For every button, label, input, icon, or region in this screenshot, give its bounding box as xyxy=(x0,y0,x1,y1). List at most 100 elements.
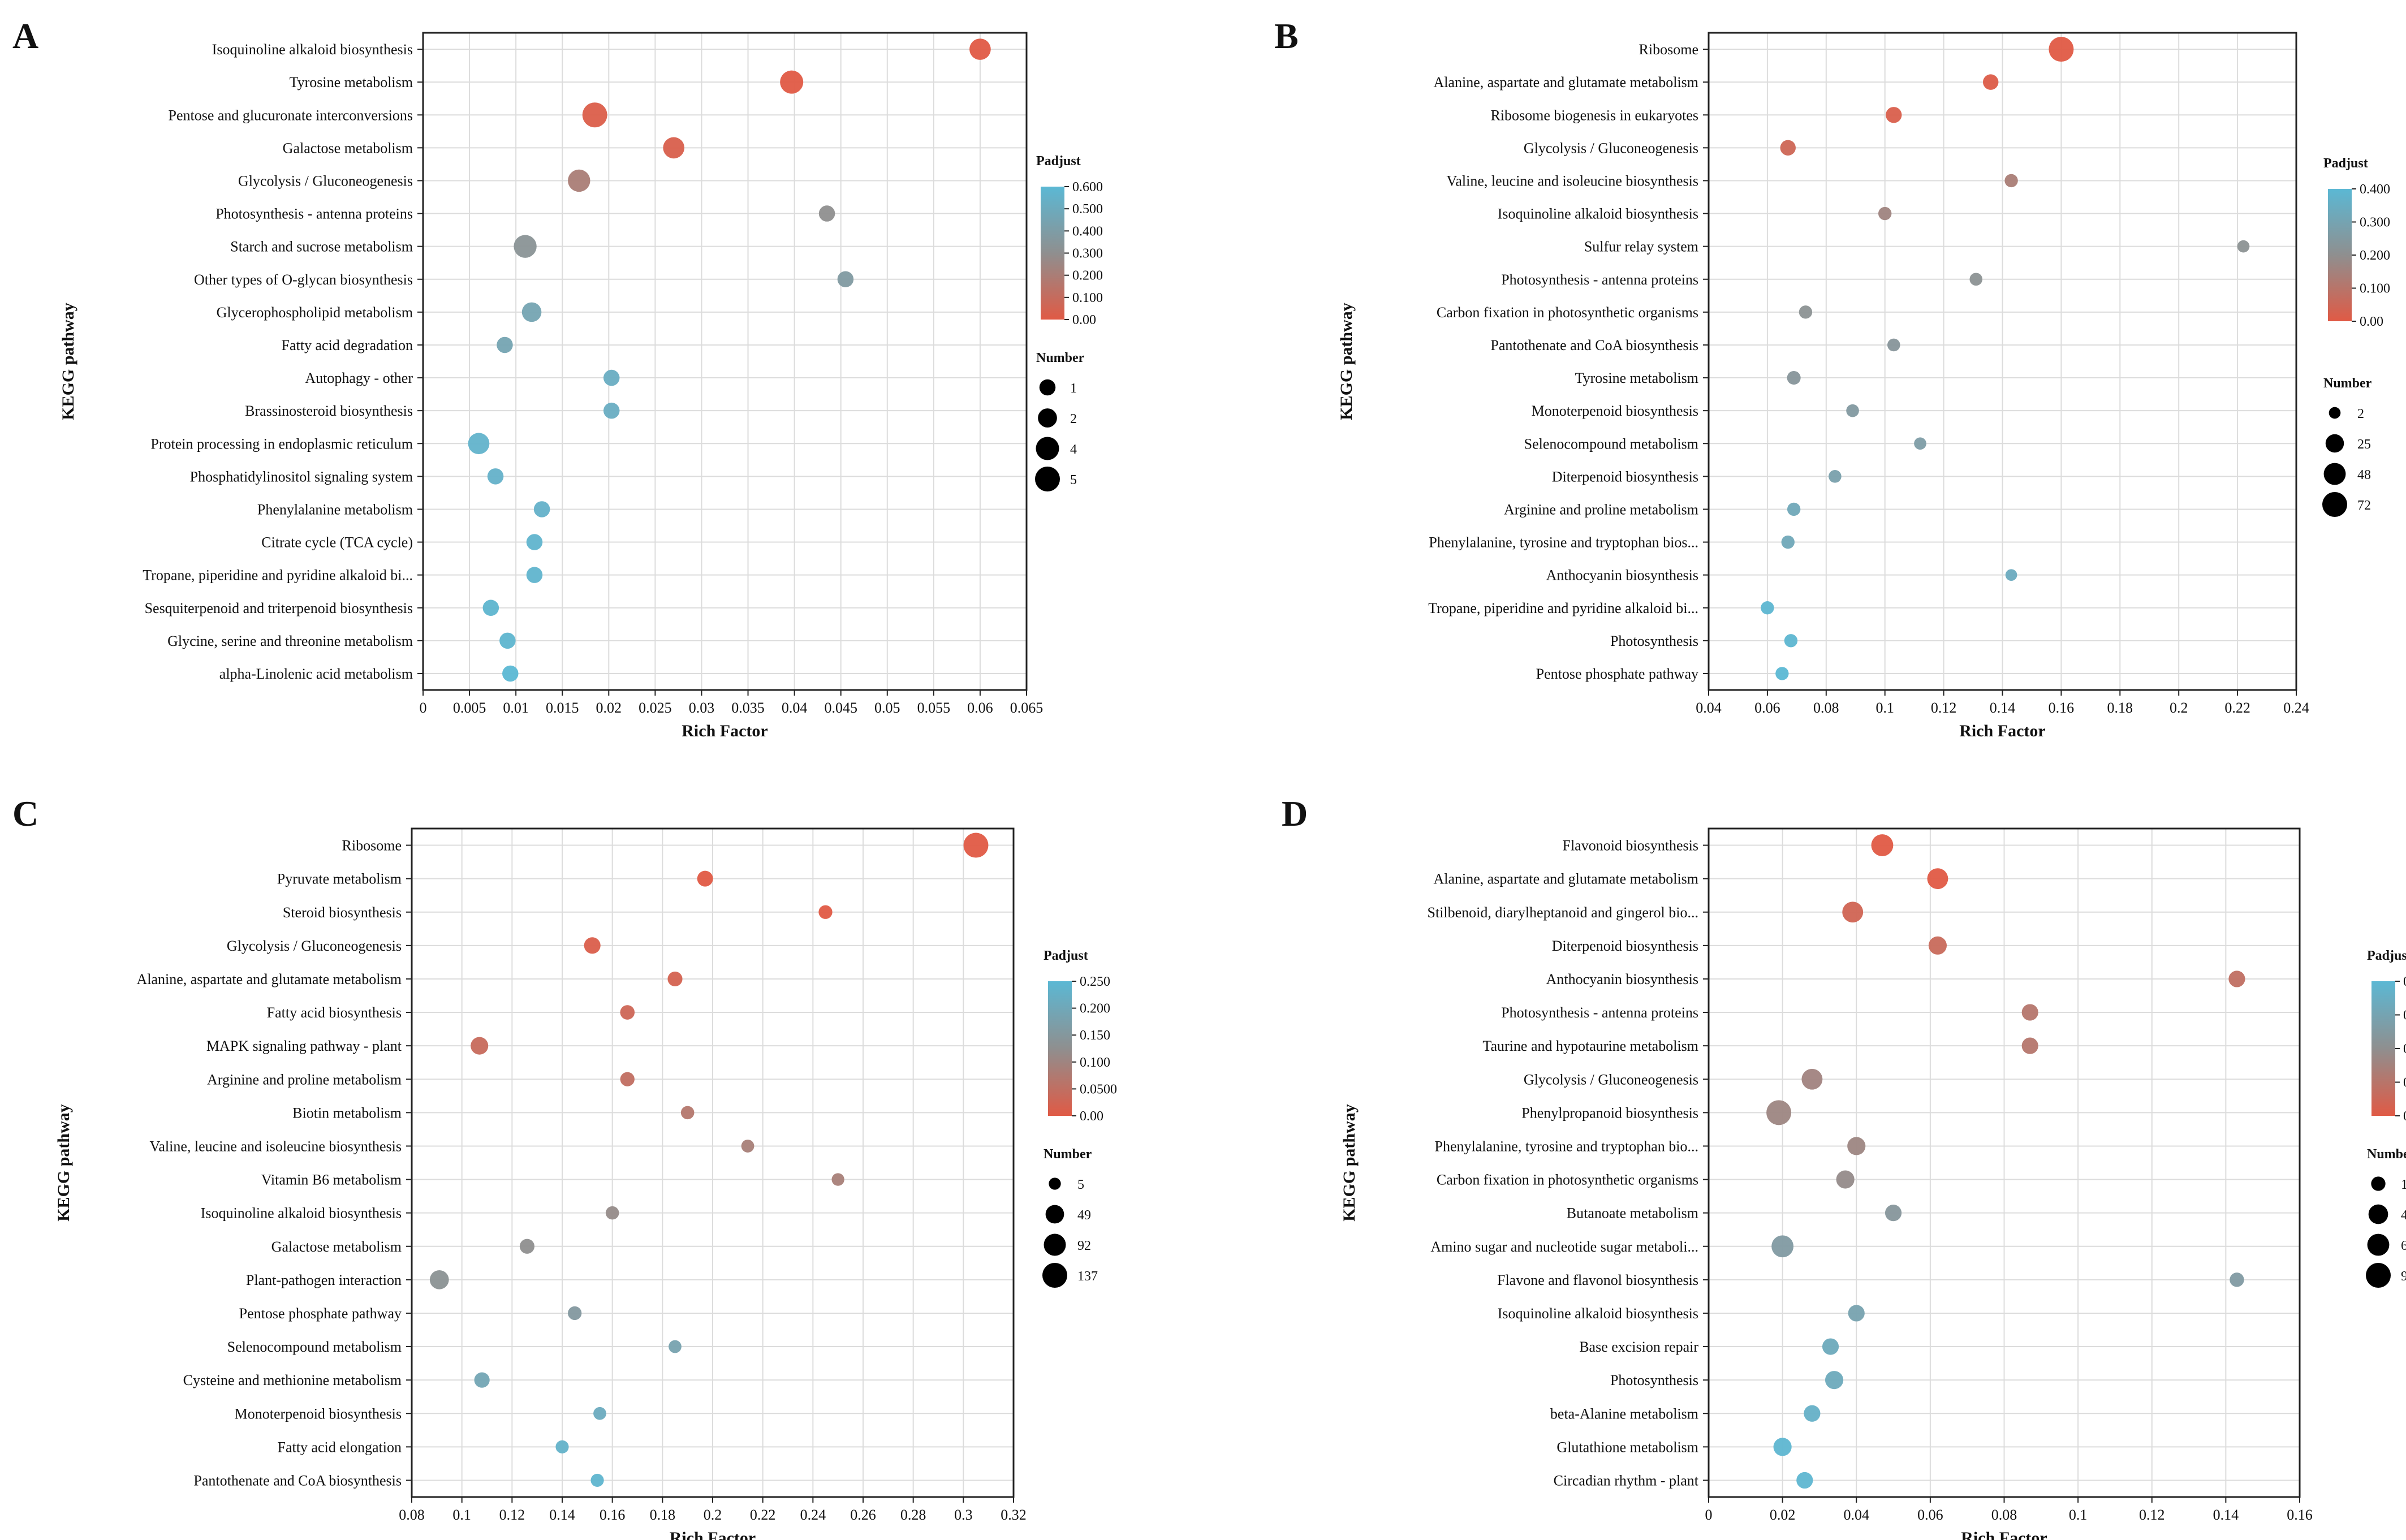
data-point[interactable] xyxy=(963,832,989,858)
data-point[interactable] xyxy=(482,599,499,616)
pathway-label: Brassinosteroid biosynthesis xyxy=(245,403,413,419)
data-point[interactable] xyxy=(1771,1235,1794,1258)
data-point[interactable] xyxy=(1829,470,1842,483)
data-point[interactable] xyxy=(2004,174,2018,188)
pathway-label: Base excision repair xyxy=(1579,1339,1698,1355)
data-point[interactable] xyxy=(584,937,601,954)
pathway-label: Monoterpenoid biosynthesis xyxy=(1532,403,1698,419)
data-point[interactable] xyxy=(1886,107,1902,123)
data-point[interactable] xyxy=(1784,634,1798,648)
data-point[interactable] xyxy=(497,337,513,353)
data-point[interactable] xyxy=(831,1173,844,1186)
data-point[interactable] xyxy=(1983,74,1999,90)
x-tick-label: 0.04 xyxy=(1696,700,1722,716)
data-point[interactable] xyxy=(1822,1338,1839,1355)
data-point[interactable] xyxy=(474,1372,490,1388)
data-point[interactable] xyxy=(1847,1137,1866,1155)
data-point[interactable] xyxy=(603,369,620,386)
data-point[interactable] xyxy=(502,665,519,682)
data-point[interactable] xyxy=(1801,1068,1823,1090)
data-point[interactable] xyxy=(1804,1405,1821,1422)
x-tick-label: 0.02 xyxy=(596,700,622,716)
data-point[interactable] xyxy=(2021,1004,2038,1021)
size-legend-label: 1 xyxy=(1070,381,1077,396)
size-legend-dot xyxy=(2367,1233,2390,1256)
data-point[interactable] xyxy=(487,468,504,485)
data-point[interactable] xyxy=(514,235,537,258)
data-point[interactable] xyxy=(680,1106,695,1120)
data-point[interactable] xyxy=(1887,338,1900,352)
data-point[interactable] xyxy=(519,1239,535,1254)
data-point[interactable] xyxy=(2230,1272,2244,1287)
data-point[interactable] xyxy=(593,1407,606,1420)
x-tick-label: 0.1 xyxy=(2069,1507,2088,1523)
data-point[interactable] xyxy=(429,1270,449,1289)
data-point[interactable] xyxy=(1914,437,1926,450)
data-point[interactable] xyxy=(499,632,516,649)
data-point[interactable] xyxy=(1842,901,1864,923)
data-point[interactable] xyxy=(1846,404,1859,417)
data-point[interactable] xyxy=(1928,936,1947,955)
data-point[interactable] xyxy=(605,1206,619,1220)
data-point[interactable] xyxy=(582,102,607,128)
pathway-label: beta-Alanine metabolism xyxy=(1550,1405,1698,1422)
data-point[interactable] xyxy=(2049,37,2074,62)
data-point[interactable] xyxy=(590,1473,604,1487)
data-point[interactable] xyxy=(1766,1100,1792,1125)
data-point[interactable] xyxy=(2005,569,2017,581)
data-point[interactable] xyxy=(620,1072,635,1086)
size-legend-dot xyxy=(2322,492,2347,517)
data-point[interactable] xyxy=(521,302,542,322)
data-point[interactable] xyxy=(837,271,854,288)
data-point[interactable] xyxy=(818,905,833,919)
data-point[interactable] xyxy=(1871,834,1894,856)
data-point[interactable] xyxy=(1825,1371,1844,1390)
data-point[interactable] xyxy=(1927,868,1948,890)
data-point[interactable] xyxy=(533,501,550,517)
data-point[interactable] xyxy=(471,1037,489,1055)
data-point[interactable] xyxy=(780,70,804,94)
data-point[interactable] xyxy=(1775,667,1789,680)
data-point[interactable] xyxy=(818,205,835,222)
data-point[interactable] xyxy=(1780,140,1796,156)
data-point[interactable] xyxy=(741,1140,754,1153)
data-point[interactable] xyxy=(620,1005,635,1020)
data-point[interactable] xyxy=(568,1306,582,1321)
data-point[interactable] xyxy=(667,971,683,987)
data-point[interactable] xyxy=(1773,1438,1792,1456)
data-point[interactable] xyxy=(1799,305,1813,319)
data-point[interactable] xyxy=(1878,206,1892,221)
data-point[interactable] xyxy=(526,534,543,550)
data-point[interactable] xyxy=(468,433,490,455)
data-point[interactable] xyxy=(697,870,713,887)
x-tick-label: 0.22 xyxy=(2224,700,2250,716)
data-point[interactable] xyxy=(555,1440,569,1453)
pathway-label: Alanine, aspartate and glutamate metabol… xyxy=(1433,871,1698,887)
data-point[interactable] xyxy=(1836,1170,1855,1189)
size-legend-dot xyxy=(2368,1204,2388,1224)
size-legend-label: 2 xyxy=(1070,412,1077,426)
data-point[interactable] xyxy=(2237,240,2250,253)
x-tick-label: 0.12 xyxy=(1931,700,1957,716)
data-point[interactable] xyxy=(1969,273,1983,286)
data-point[interactable] xyxy=(1787,371,1801,385)
data-point[interactable] xyxy=(969,38,991,60)
data-point[interactable] xyxy=(1781,535,1795,549)
data-point[interactable] xyxy=(1761,601,1774,615)
data-point[interactable] xyxy=(2228,970,2245,987)
x-tick-label: 0.2 xyxy=(704,1507,722,1523)
data-point[interactable] xyxy=(1787,502,1801,516)
pathway-label: Taurine and hypotaurine metabolism xyxy=(1482,1038,1698,1054)
colorbar-tick-label: 0.250 xyxy=(1080,974,1110,989)
data-point[interactable] xyxy=(1848,1305,1865,1322)
data-point[interactable] xyxy=(568,169,590,192)
data-point[interactable] xyxy=(2021,1037,2038,1054)
data-point[interactable] xyxy=(526,567,543,583)
data-point[interactable] xyxy=(663,137,685,159)
data-point[interactable] xyxy=(603,402,620,419)
x-tick-label: 0.065 xyxy=(1010,700,1044,716)
data-point[interactable] xyxy=(1885,1205,1902,1222)
data-point[interactable] xyxy=(1796,1472,1813,1489)
data-point[interactable] xyxy=(669,1340,682,1353)
pathway-label: Biotin metabolism xyxy=(292,1105,402,1121)
